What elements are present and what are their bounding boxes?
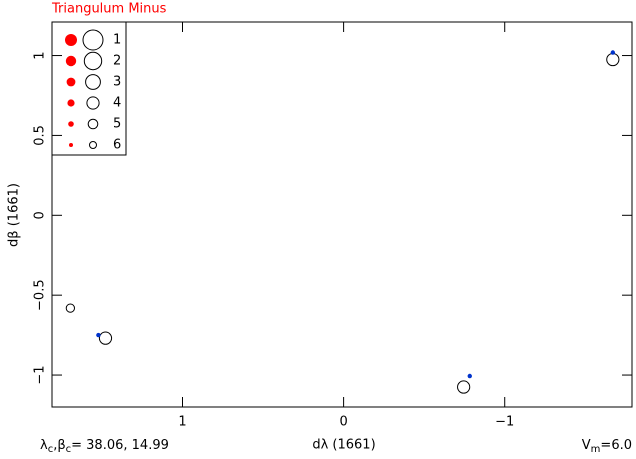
y-tick-label: −0.5 xyxy=(33,279,48,311)
text: c xyxy=(66,444,72,455)
x-axis-label: dλ (1661) xyxy=(312,438,375,453)
x-tick-label: 1 xyxy=(178,415,186,430)
footer-left: λc,βc= 38.06, 14.99 xyxy=(40,438,169,456)
x-tick-label: 0 xyxy=(339,415,347,430)
legend-open xyxy=(82,29,104,51)
legend-open xyxy=(89,141,97,149)
text: V xyxy=(582,438,591,453)
text: λ xyxy=(40,438,48,453)
x-tick-label: −1 xyxy=(495,415,514,430)
star-dot xyxy=(610,50,616,55)
text: m xyxy=(591,444,601,455)
legend-open xyxy=(85,74,101,90)
legend-filled xyxy=(69,143,73,147)
y-axis-label: dβ (1661) xyxy=(7,183,22,247)
star-dot xyxy=(96,332,101,338)
legend-label: 6 xyxy=(113,138,121,153)
star-circle xyxy=(606,52,620,67)
legend-label: 3 xyxy=(113,75,121,90)
legend-filled xyxy=(66,77,76,87)
legend-open xyxy=(87,118,99,130)
legend-open xyxy=(83,51,103,71)
y-tick-label: 0 xyxy=(33,211,48,219)
legend-open xyxy=(86,96,100,110)
y-tick-label: −1 xyxy=(33,365,48,384)
legend-filled xyxy=(67,99,75,107)
legend-filled xyxy=(65,55,77,67)
y-tick-label: 0.5 xyxy=(33,125,48,146)
chart-title: Triangulum Minus xyxy=(51,2,167,17)
plot-frame xyxy=(51,21,633,408)
star-circle xyxy=(65,303,76,313)
star-dot xyxy=(467,373,472,379)
legend-label: 1 xyxy=(113,33,121,48)
legend-label: 2 xyxy=(113,54,121,69)
legend-label: 4 xyxy=(113,96,121,111)
legend-box xyxy=(51,21,127,156)
legend-filled xyxy=(68,121,74,127)
footer-right: Vm=6.0 xyxy=(582,438,632,456)
star-circle xyxy=(98,331,113,345)
text: = 38.06, 14.99 xyxy=(71,438,169,453)
legend-label: 5 xyxy=(113,117,121,132)
legend-filled xyxy=(65,34,77,46)
text: =6.0 xyxy=(600,438,632,453)
y-tick-label: 1 xyxy=(33,51,48,59)
star-circle xyxy=(457,380,471,394)
text: c xyxy=(48,444,54,455)
text: ,β xyxy=(53,438,65,453)
